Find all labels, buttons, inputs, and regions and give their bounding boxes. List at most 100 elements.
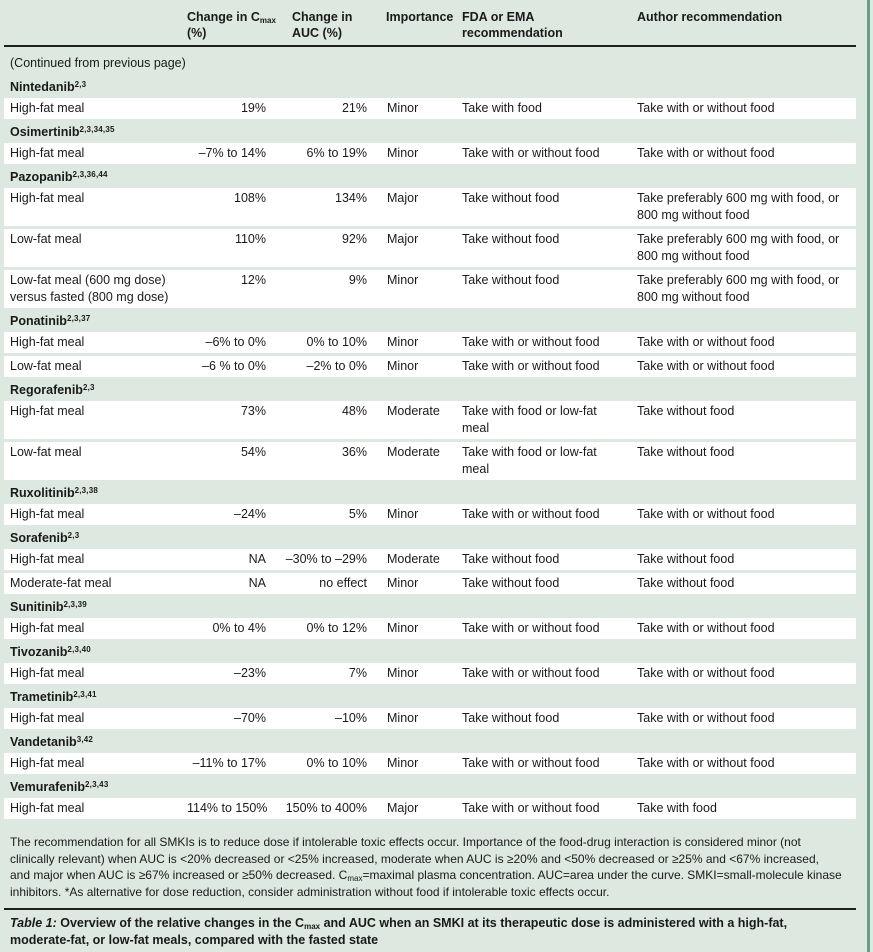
cell-meal: Moderate-fat meal <box>10 576 112 590</box>
drug-name: Tivozanib <box>10 645 68 659</box>
cell-fda: Take with or without food <box>462 666 600 680</box>
reference-superscript: 2,3,37 <box>66 314 91 323</box>
caption-rule <box>4 908 856 910</box>
cell-cmax: –6 % to 0% <box>202 359 266 373</box>
cell-author: Take with or without food <box>637 335 775 349</box>
cell-meal: High-fat meal <box>10 711 85 725</box>
cell-meal: High-fat meal <box>10 552 85 566</box>
cell-fda: Take without food <box>462 273 560 287</box>
cell-imp: Major <box>387 232 419 246</box>
cell-author: Take without food <box>637 404 735 418</box>
cell-meal: High-fat meal <box>10 101 85 115</box>
table-row: High-fat meal –24% 5% Minor Take with or wit… <box>4 504 856 525</box>
cell-imp: Minor <box>387 507 419 521</box>
cell-auc: 9% <box>348 273 367 287</box>
cell-imp: Minor <box>387 273 419 287</box>
cell-cmax: 110% <box>234 232 266 246</box>
cell-meal: Low-fat meal (600 mg dose) versus fasted… <box>10 273 169 304</box>
table-row: High-fat meal 19% 21% Minor Take with food Ta… <box>4 98 856 119</box>
drug-group-row: Regorafenib2,3 <box>4 380 856 401</box>
cell-author: Take preferably 600 mg with food, or 800… <box>637 232 840 263</box>
table-row: Low-fat meal (600 mg dose) versus fasted… <box>4 270 856 308</box>
cell-fda: Take without food <box>462 711 560 725</box>
cell-auc: 48% <box>341 404 367 418</box>
drug-name: Vemurafenib <box>10 780 86 794</box>
cell-cmax: 54% <box>240 445 266 459</box>
cell-fda: Take without food <box>462 191 560 205</box>
cell-author: Take with food <box>637 801 717 815</box>
reference-superscript: 2,3,39 <box>63 600 87 609</box>
cell-author: Take with or without food <box>637 711 775 725</box>
cell-author: Take with or without food <box>637 666 775 680</box>
drug-name: Sunitinib <box>10 600 64 614</box>
cell-author: Take without food <box>637 445 735 459</box>
cell-cmax: –11% to 17% <box>192 756 266 770</box>
drug-group-row: Osimertinib2,3,34,35 <box>4 122 856 143</box>
cell-author: Take with or without food <box>637 756 775 770</box>
cell-auc: –30% to –29% <box>285 552 367 566</box>
drug-group-row: Ruxolitinib2,3,38 <box>4 483 856 504</box>
header-fda: FDA or EMA recommendation <box>462 10 563 40</box>
cell-cmax: –24% <box>234 507 266 521</box>
table-row: High-fat meal 108% 134% Major Take without f… <box>4 188 856 226</box>
table-row: High-fat meal 0% to 4% 0% to 12% Minor Take … <box>4 618 856 639</box>
header-rule <box>4 45 856 47</box>
header-author: Author recommendation <box>637 10 783 24</box>
cell-meal: High-fat meal <box>10 507 85 521</box>
drug-group-row: Vemurafenib2,3,43 <box>4 777 856 798</box>
drug-group-row: Sorafenib2,3 <box>4 528 856 549</box>
cell-imp: Moderate <box>387 445 440 459</box>
table-row: High-fat meal –11% to 17% 0% to 10% Minor Ta… <box>4 753 856 774</box>
cell-meal: Low-fat meal <box>10 359 82 373</box>
cell-meal: High-fat meal <box>10 191 85 205</box>
cell-fda: Take with or without food <box>462 756 600 770</box>
reference-superscript: 3,42 <box>76 735 94 744</box>
drug-group-row: Nintedanib2,3 <box>4 77 856 98</box>
header-cmax-unit: (%) <box>187 26 207 40</box>
cell-imp: Moderate <box>387 404 440 418</box>
cell-fda: Take with or without food <box>462 801 600 815</box>
header-meal-column <box>4 9 187 41</box>
cell-meal: High-fat meal <box>10 756 85 770</box>
cell-imp: Minor <box>387 101 419 115</box>
drug-name: Osimertinib <box>10 125 80 139</box>
cell-author: Take with or without food <box>637 507 775 521</box>
cell-auc: –2% to 0% <box>306 359 367 373</box>
cell-auc: 134% <box>335 191 367 205</box>
table-row: High-fat meal –70% –10% Minor Take without f… <box>4 708 856 729</box>
drug-group-row: Ponatinib2,3,37 <box>4 311 856 332</box>
cell-meal: Low-fat meal <box>10 232 82 246</box>
table-row: High-fat meal 114% to 150% 150% to 400% Maj… <box>4 798 856 819</box>
cell-auc: 0% to 12% <box>306 621 367 635</box>
cell-meal: High-fat meal <box>10 621 85 635</box>
right-edge-line <box>867 0 870 952</box>
table-body: Nintedanib2,3 High-fat meal 19% 21% Minor Tak… <box>4 77 873 819</box>
drug-group-row: Pazopanib2,3,36,44 <box>4 167 856 188</box>
cell-fda: Take with food or low-fat meal <box>462 404 597 435</box>
table-row: High-fat meal –6% to 0% 0% to 10% Minor Take… <box>4 332 856 353</box>
footnote: The recommendation for all SMKIs is to r… <box>10 835 842 899</box>
cell-auc: –10% <box>335 711 367 725</box>
cell-fda: Take with food or low-fat meal <box>462 445 597 476</box>
drug-group-row: Vandetanib3,42 <box>4 732 856 753</box>
cell-meal: Low-fat meal <box>10 445 82 459</box>
cell-cmax: 19% <box>240 101 266 115</box>
cell-meal: High-fat meal <box>10 335 85 349</box>
cell-author: Take with or without food <box>637 621 775 635</box>
cell-imp: Minor <box>387 711 419 725</box>
cell-imp: Minor <box>387 359 419 373</box>
reference-superscript: 2,3,41 <box>73 690 97 699</box>
reference-superscript: 2,3,34,35 <box>79 125 115 134</box>
cell-cmax: –23% <box>234 666 266 680</box>
reference-superscript: 2,3 <box>67 531 80 540</box>
cell-imp: Minor <box>387 576 419 590</box>
cell-cmax: –7% to 14% <box>198 146 266 160</box>
table-row: Moderate-fat meal NA no effect Minor Take wi… <box>4 573 856 594</box>
cell-auc: 0% to 10% <box>306 756 367 770</box>
drug-name: Sorafenib <box>10 531 68 545</box>
cell-author: Take with or without food <box>637 101 775 115</box>
cell-auc: 150% to 400% <box>285 801 367 815</box>
cell-imp: Minor <box>387 335 419 349</box>
cell-author: Take without food <box>637 552 735 566</box>
